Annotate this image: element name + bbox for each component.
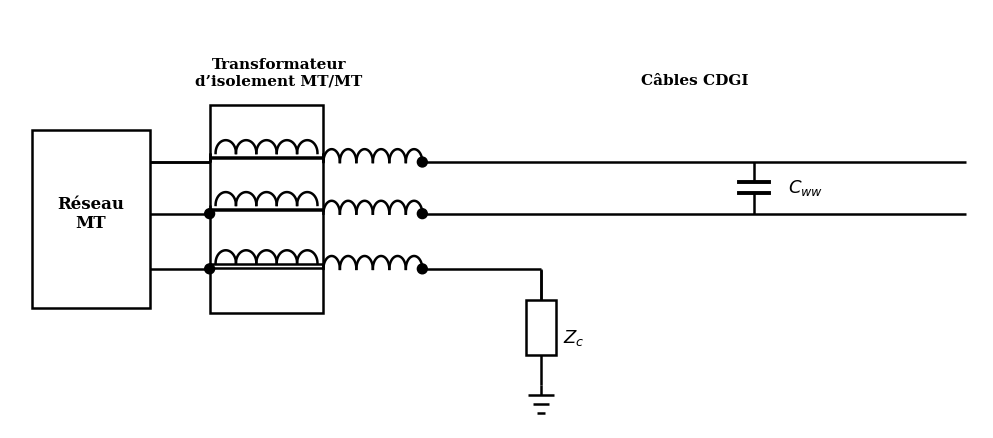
Bar bbox=[210, 157, 324, 158]
Text: Câbles CDGI: Câbles CDGI bbox=[640, 74, 748, 88]
Bar bbox=[210, 264, 324, 268]
Circle shape bbox=[205, 209, 214, 219]
Circle shape bbox=[205, 264, 214, 274]
Text: $C_{ww}$: $C_{ww}$ bbox=[788, 178, 823, 198]
Text: $Z_c$: $Z_c$ bbox=[563, 328, 584, 348]
Circle shape bbox=[417, 157, 427, 167]
Bar bbox=[526, 300, 556, 355]
Text: Transformateur
d’isolement MT/MT: Transformateur d’isolement MT/MT bbox=[196, 58, 362, 88]
Circle shape bbox=[417, 209, 427, 219]
Bar bbox=[210, 105, 324, 313]
Bar bbox=[210, 209, 324, 210]
Circle shape bbox=[417, 264, 427, 274]
Bar bbox=[32, 130, 150, 308]
Text: Réseau
MT: Réseau MT bbox=[58, 196, 124, 232]
